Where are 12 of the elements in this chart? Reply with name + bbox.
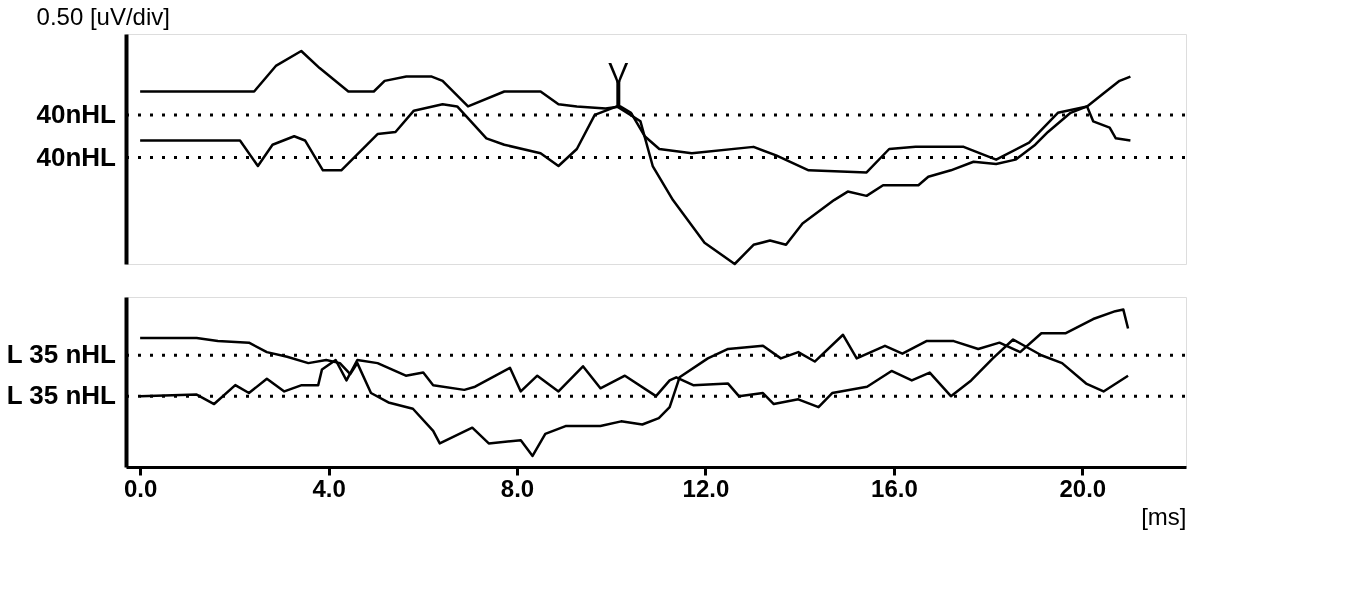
x-tick-label: 4.0 <box>312 474 346 502</box>
x-tick-label: 8.0 <box>500 474 535 502</box>
ref-line-label: L 35 nHL <box>6 339 117 370</box>
x-tick-label: 16.0 <box>871 474 918 502</box>
x-tick-label: 0.0 <box>123 474 158 502</box>
x-tick-label: 20.0 <box>1059 474 1107 502</box>
x-axis-title: [ms] <box>1141 502 1187 530</box>
x-tick-label: 12.0 <box>682 474 730 502</box>
ref-line-label: 40nHL <box>36 141 117 172</box>
ref-line-label: L 35 nHL <box>6 380 117 411</box>
text: 0.50 [uV/div] <box>36 3 170 30</box>
ref-line-label: 40nHL <box>36 98 117 129</box>
